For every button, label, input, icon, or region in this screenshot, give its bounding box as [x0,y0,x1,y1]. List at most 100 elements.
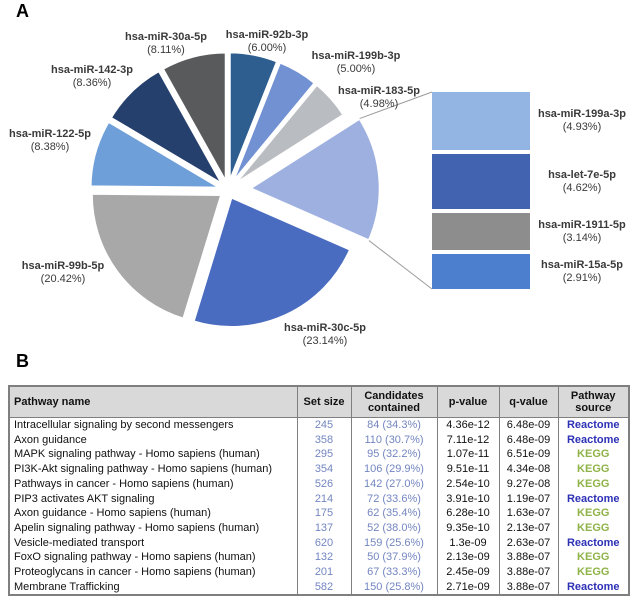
p-value-cell: 2.13e-09 [436,550,500,566]
mirna-name: hsa-miR-183-5p [338,85,420,97]
mirna-name: hsa-miR-30a-5p [125,31,207,43]
pathway-source-cell: Reactome [557,579,630,596]
mirna-name: hsa-miR-122-5p [9,128,91,140]
breakout-bar-hsa-miR-199a-3p [432,92,530,151]
mirna-percent: (3.14%) [562,231,602,244]
pie-slice-hsa-miR-183-5p [233,82,346,186]
pie-slice-hsa-miR-122-5p [89,119,225,190]
pathway-name-cell: FoxO signaling pathway - Homo sapiens (h… [8,550,298,566]
pathway-name-cell: PI3K-Akt signaling pathway - Homo sapien… [8,462,298,477]
pie-slice-hsa-miR-30a-5p [160,51,228,188]
mirna-percent: (5.00%) [336,63,376,75]
candidates-cell: 50 (37.9%) [350,550,438,566]
pathway-source-cell: KEGG [557,476,630,492]
column-header-0: Pathway name [8,385,298,418]
mirna-name: hsa-miR-99b-5p [21,260,105,272]
candidates-cell: 110 (30.7%) [350,432,438,448]
p-value-cell: 1.3e-09 [436,535,500,551]
pie-slice-label-hsa-miR-183-5p: hsa-miR-183-5p (4.98%) [299,85,459,111]
mirna-percent: (4.62%) [562,181,602,194]
table-row: Vesicle-mediated transport 620 159 (25.6%)… [8,535,630,551]
table-row: Axon guidance 358 110 (30.7%) 7.11e-12 6.48e… [8,432,630,448]
set-size-cell: 582 [296,579,352,596]
set-size-cell: 354 [296,462,352,477]
pie-slice-label-hsa-miR-30a-5p: hsa-miR-30a-5p (8.11%) [86,31,246,57]
pathway-source-cell: Reactome [557,432,630,448]
pie-slice-breakout-group [247,116,382,243]
candidates-cell: 84 (34.3%) [350,417,438,433]
mirna-name: hsa-miR-199b-3p [311,50,401,62]
mirna-percent: (6.00%) [247,42,287,54]
pathway-name-cell: Apelin signaling pathway - Homo sapiens … [8,520,298,536]
pathway-name-cell: Axon guidance - Homo sapiens (human) [8,506,298,521]
panel-b-label: B [16,351,29,371]
breakout-label-hsa-miR-1911-5p: hsa-miR-1911-5p (3.14%) [532,219,632,245]
q-value-cell: 2.63e-07 [498,535,559,551]
breakout-bar-hsa-let-7e-5p [432,154,530,210]
candidates-cell: 159 (25.6%) [350,535,438,551]
table-body: Intracellular signaling by second messen… [8,417,630,596]
pie-slice-hsa-miR-30c-5p [191,195,353,329]
table-header: Pathway name Set size Candidates contained… [8,385,630,418]
pathway-name-cell: Axon guidance [8,432,298,448]
p-value-cell: 6.28e-10 [436,506,500,521]
breakout-label-hsa-miR-15a-5p: hsa-miR-15a-5p (2.91%) [532,259,632,285]
pie-slice-hsa-miR-99b-5p [90,192,224,321]
mirna-name: hsa-let-7e-5p [548,168,616,181]
pie-slice-label-hsa-miR-122-5p: hsa-miR-122-5p (8.38%) [0,128,130,154]
breakout-bar-hsa-miR-1911-5p [432,213,530,251]
mirna-name: hsa-miR-15a-5p [541,258,623,271]
set-size-cell: 175 [296,506,352,521]
pathway-source-cell: KEGG [557,550,630,566]
set-size-cell: 245 [296,417,352,433]
pathway-table: Pathway name Set size Candidates contained… [8,385,630,596]
candidates-cell: 95 (32.2%) [350,447,438,463]
breakout-label-hsa-miR-199a-3p: hsa-miR-199a-3p (4.93%) [532,108,632,134]
set-size-cell: 620 [296,535,352,551]
candidates-cell: 106 (29.9%) [350,462,438,477]
column-header-4: q-value [498,385,559,418]
pathway-source-cell: KEGG [557,520,630,536]
q-value-cell: 4.34e-08 [498,462,559,477]
mirna-name: hsa-miR-30c-5p [284,322,366,334]
column-header-5: Pathway source [557,385,630,418]
mirna-percent: (8.36%) [72,77,112,89]
pathway-name-cell: Proteoglycans in cancer - Homo sapiens (… [8,565,298,580]
pathway-name-cell: Membrane Trafficking [8,579,298,596]
mirna-percent: (8.38%) [30,141,70,153]
breakout-connector-line [359,91,433,120]
set-size-cell: 526 [296,476,352,492]
pathway-name-cell: Vesicle-mediated transport [8,535,298,551]
p-value-cell: 2.71e-09 [436,579,500,596]
table-row: MAPK signaling pathway - Homo sapiens (h… [8,447,630,463]
table-row: PI3K-Akt signaling pathway - Homo sapien… [8,462,630,477]
pie-slice-label-hsa-miR-99b-5p: hsa-miR-99b-5p (20.42%) [0,260,143,286]
pie-slice-hsa-miR-142-3p [108,69,226,188]
p-value-cell: 4.36e-12 [436,417,500,433]
q-value-cell: 1.63e-07 [498,506,559,521]
set-size-cell: 358 [296,432,352,448]
set-size-cell: 137 [296,520,352,536]
q-value-cell: 6.48e-09 [498,417,559,433]
candidates-cell: 62 (35.4%) [350,506,438,521]
p-value-cell: 7.11e-12 [436,432,500,448]
set-size-cell: 214 [296,491,352,507]
mirna-name: hsa-miR-92b-3p [225,29,309,41]
mirna-name: hsa-miR-142-3p [51,64,133,76]
pathway-source-cell: KEGG [557,462,630,477]
set-size-cell: 295 [296,447,352,463]
q-value-cell: 3.88e-07 [498,565,559,580]
mirna-name: hsa-miR-199a-3p [537,108,627,121]
breakout-bar-hsa-miR-15a-5p [432,254,530,289]
pie-slice-hsa-miR-92b-3p [228,50,280,183]
p-value-cell: 9.51e-11 [436,462,500,477]
pie-slice-label-hsa-miR-142-3p: hsa-miR-142-3p (8.36%) [12,64,172,90]
mirna-percent: (4.98%) [359,98,399,110]
candidates-cell: 52 (38.0%) [350,520,438,536]
column-header-3: p-value [436,385,500,418]
pathway-source-cell: KEGG [557,506,630,521]
pie-slice-label-hsa-miR-92b-3p: hsa-miR-92b-3p (6.00%) [187,29,347,55]
q-value-cell: 9.27e-08 [498,476,559,492]
p-value-cell: 9.35e-10 [436,520,500,536]
